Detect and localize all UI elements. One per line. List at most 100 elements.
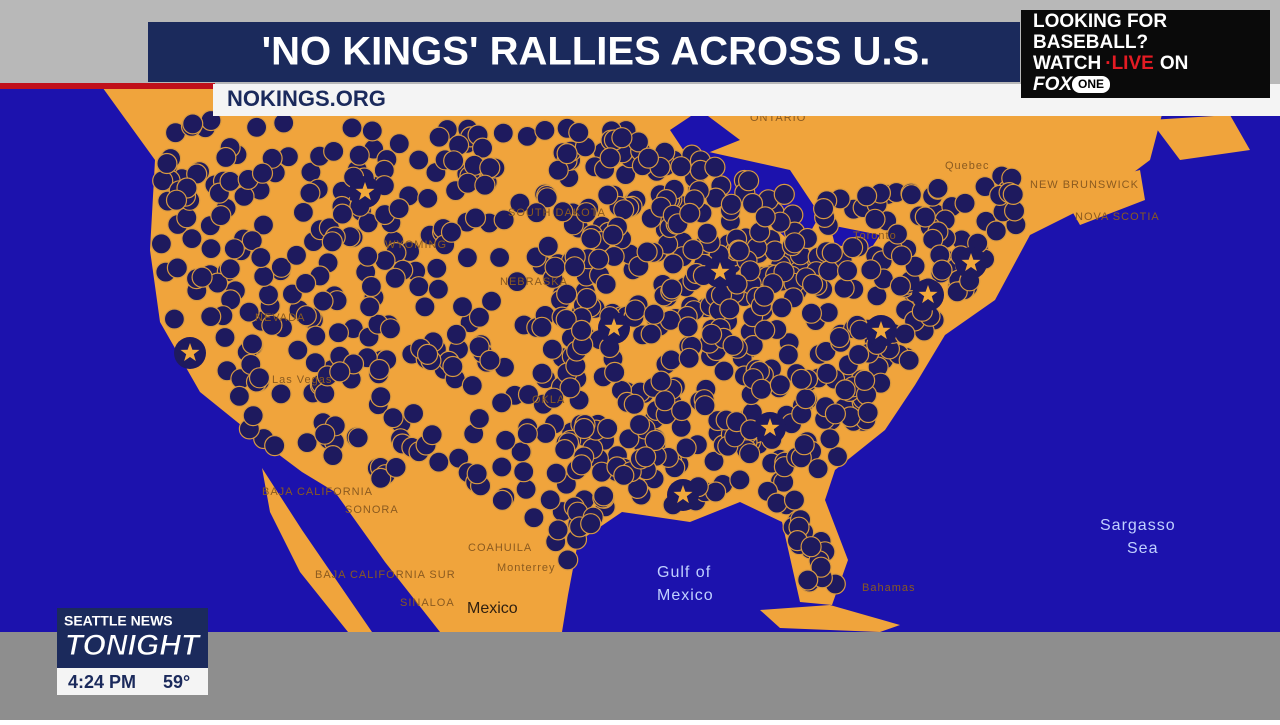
rally-dot xyxy=(292,201,314,223)
rally-dot xyxy=(461,374,483,397)
promo-text: BASEBALL? xyxy=(1033,32,1148,53)
rally-dot xyxy=(556,283,578,305)
rally-dot xyxy=(682,239,704,261)
rally-dot xyxy=(428,451,450,473)
rally-dot xyxy=(479,349,501,371)
map-label: Monterrey xyxy=(497,562,556,574)
rally-dot xyxy=(670,156,692,178)
rally-dot xyxy=(741,192,764,215)
rally-dot xyxy=(200,238,222,260)
rally-dot xyxy=(492,122,514,144)
rally-dot xyxy=(456,247,478,269)
rally-dot xyxy=(563,256,586,278)
rally-dot xyxy=(728,240,750,262)
rally-dot xyxy=(719,298,741,320)
rally-dot xyxy=(783,232,806,254)
rally-dot xyxy=(575,202,597,224)
rally-dot xyxy=(489,246,511,269)
rally-dot xyxy=(285,244,308,266)
rally-dot xyxy=(270,256,292,278)
rally-dot xyxy=(248,367,271,389)
rally-dot xyxy=(739,260,761,282)
rally-dot xyxy=(613,464,635,486)
rally-dot xyxy=(568,121,590,144)
time: 4:24 PM xyxy=(68,672,136,692)
rally-dot xyxy=(573,417,595,440)
brand-pill xyxy=(1072,76,1110,93)
rally-dot xyxy=(421,424,443,446)
rally-dot xyxy=(637,147,660,169)
rally-dot xyxy=(700,323,723,345)
rally-dot xyxy=(417,187,439,209)
rally-dot xyxy=(513,461,535,483)
rally-dot xyxy=(493,209,515,231)
rally-dot xyxy=(357,245,379,267)
rally-dot xyxy=(374,249,396,272)
rally-dot xyxy=(379,318,402,340)
rally-dot xyxy=(200,306,222,328)
rally-dot xyxy=(864,208,886,230)
title: 'NO KINGS' RALLIES ACROSS U.S. xyxy=(262,30,931,74)
rally-dot xyxy=(556,143,578,165)
flagship-star xyxy=(604,318,624,337)
rally-dots xyxy=(150,109,1027,595)
rally-dot xyxy=(824,403,847,425)
title-bar xyxy=(148,22,1020,82)
rally-dot xyxy=(531,362,553,384)
rally-dot xyxy=(554,439,576,461)
show-main: TONIGHT xyxy=(65,629,202,662)
rally-dot xyxy=(166,257,188,279)
map-label: OKLA xyxy=(532,394,565,406)
rally-dot xyxy=(914,206,936,228)
rally-dot xyxy=(165,189,188,211)
rally-dot xyxy=(214,326,236,349)
rally-dot xyxy=(442,355,464,378)
map-label: BAJA CALIFORNIA SUR xyxy=(315,569,456,581)
map-label: Bahamas xyxy=(862,582,915,594)
rally-dot xyxy=(472,137,494,159)
rally-dot xyxy=(516,125,538,147)
map-label: SOUTH DAKOTA xyxy=(508,207,606,219)
rally-dot xyxy=(773,183,795,205)
rally-dot xyxy=(790,368,812,390)
rally-dot xyxy=(570,319,593,341)
promo-box xyxy=(1021,10,1270,98)
rally-dot xyxy=(797,569,819,591)
rally-dot xyxy=(795,388,817,410)
promo-text: LOOKING FOR xyxy=(1033,11,1167,32)
rally-dot xyxy=(771,297,793,319)
rally-dot xyxy=(818,260,840,282)
map-label: COAHUILA xyxy=(468,542,532,554)
rally-dot xyxy=(597,184,619,206)
map: ONTARIO Quebec NEW BRUNSWICK NOVA SCOTIA… xyxy=(0,84,1280,632)
rally-dot xyxy=(445,323,467,345)
rally-dot xyxy=(729,469,751,491)
rally-dot xyxy=(679,202,701,224)
rally-dot xyxy=(191,266,213,288)
rally-dot xyxy=(215,146,237,169)
rally-dot xyxy=(552,201,574,223)
rally-dot xyxy=(261,147,283,169)
lower-band xyxy=(0,632,1280,720)
rally-dot xyxy=(766,492,788,514)
rally-dot xyxy=(466,463,488,485)
rally-dot xyxy=(539,489,561,511)
rally-dot xyxy=(314,423,336,445)
rally-dot xyxy=(812,198,835,220)
map-label: WYOMING xyxy=(385,239,447,251)
rally-dot xyxy=(182,113,204,135)
rally-dot xyxy=(557,549,579,571)
rally-dot xyxy=(644,429,666,452)
rally-dot xyxy=(793,434,815,456)
rally-dot xyxy=(860,259,882,281)
map-label: BAJA CALIFORNIA xyxy=(262,486,373,498)
rally-dot xyxy=(828,326,851,349)
rally-dot xyxy=(223,238,245,260)
rally-dot xyxy=(219,258,241,280)
rally-dot xyxy=(531,316,553,338)
rally-dot xyxy=(181,228,203,250)
rally-dot xyxy=(523,507,545,529)
rally-dot xyxy=(661,278,683,300)
rally-dot xyxy=(491,489,513,511)
rally-dot xyxy=(810,556,832,578)
